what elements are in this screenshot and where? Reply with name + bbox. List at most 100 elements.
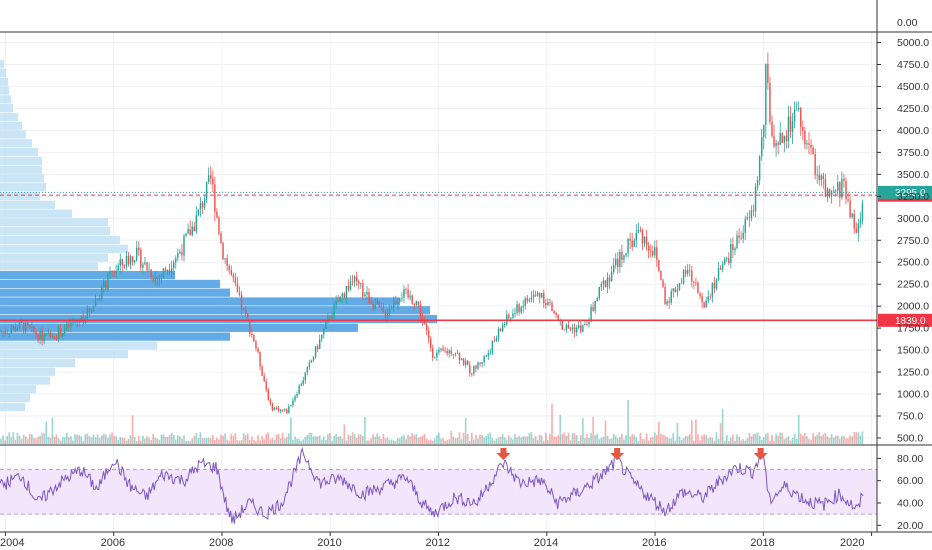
volume-profile-bar: [0, 262, 98, 271]
candle-body: [154, 277, 156, 281]
volume-bar: [304, 436, 307, 444]
candle-body: [323, 328, 325, 335]
volume-bar: [773, 440, 775, 444]
time-tick-label: 2012: [426, 537, 450, 549]
volume-profile-bar: [0, 385, 36, 394]
volume-bar: [248, 439, 251, 444]
rsi-pane: [0, 446, 877, 524]
candle-body: [409, 295, 411, 298]
candle-body: [374, 304, 376, 309]
candle-body: [18, 321, 21, 329]
price-tick-label: 1500.0: [897, 345, 929, 357]
volume-bar: [86, 433, 89, 444]
volume-profile-bar: [0, 297, 400, 306]
volume-profile-bar: [0, 156, 42, 165]
volume-bar: [754, 433, 757, 444]
volume-profile-bar: [0, 288, 230, 297]
candle-body: [832, 190, 835, 192]
candle-body: [152, 277, 154, 281]
candle-body: [355, 276, 358, 282]
volume-bar: [719, 423, 722, 444]
volume-bar: [481, 434, 483, 444]
candle-body: [135, 247, 138, 261]
volume-bar: [799, 433, 802, 444]
candle-body: [413, 304, 415, 306]
volume-bar: [639, 432, 642, 444]
candle-body: [623, 255, 625, 260]
volume-bar: [616, 438, 619, 444]
candle-body: [779, 133, 781, 145]
candle-body: [588, 321, 590, 325]
candle-body: [621, 251, 623, 260]
volume-bar: [80, 436, 83, 444]
candle-body: [296, 393, 298, 397]
candle-body: [551, 302, 553, 311]
candle-body: [92, 305, 95, 312]
price-tick-label: 2750.0: [897, 235, 929, 247]
volume-bar: [806, 436, 808, 444]
candle-body: [181, 251, 183, 256]
time-tick-label: 2016: [642, 537, 666, 549]
volume-bar: [614, 435, 617, 444]
volume-profile-bar: [0, 314, 437, 324]
volume-bar: [331, 440, 333, 444]
candle-body: [522, 305, 524, 308]
volume-bar: [575, 435, 578, 444]
volume-bar: [283, 438, 286, 444]
candle-body: [339, 296, 341, 302]
volume-bar: [181, 438, 183, 444]
candle-body: [711, 283, 714, 297]
volume-bar: [261, 435, 263, 444]
candle-body: [828, 188, 831, 197]
volume-bar: [470, 432, 473, 444]
volume-bar: [285, 436, 288, 444]
volume-bar: [594, 434, 597, 444]
candle-body: [376, 301, 378, 305]
volume-bar: [680, 439, 683, 444]
volume-bar: [781, 432, 784, 444]
candle-body: [364, 294, 366, 297]
candle-body: [633, 240, 635, 247]
volume-bar: [717, 439, 720, 444]
price-tick-label: 4250.0: [897, 103, 929, 115]
candle-body: [475, 365, 477, 369]
candle-body: [639, 229, 642, 231]
candle-body: [658, 259, 660, 272]
volume-bar: [602, 436, 605, 444]
candle-body: [96, 298, 99, 300]
candle-body: [43, 335, 45, 341]
candle-body: [210, 175, 212, 179]
candle-body: [74, 321, 76, 323]
volume-bar: [127, 438, 130, 444]
volume-bar: [273, 439, 276, 444]
candle-body: [719, 268, 722, 270]
volume-bar: [394, 440, 397, 444]
volume-bar: [316, 436, 319, 444]
candle-body: [575, 327, 578, 333]
candle-body: [392, 301, 395, 309]
volume-bar: [627, 400, 629, 444]
candle-body: [839, 182, 841, 198]
candle-body: [341, 293, 344, 297]
candle-body: [855, 228, 857, 233]
volume-bar: [72, 440, 74, 444]
candle-body: [703, 302, 705, 308]
candle-body: [625, 253, 627, 256]
candle-body: [783, 135, 786, 143]
candle-body: [397, 301, 399, 304]
candle-body: [168, 269, 171, 272]
candle-body: [769, 83, 771, 122]
price-tick-label: 1250.0: [897, 367, 929, 379]
candle-body: [664, 286, 666, 305]
volume-bar: [577, 440, 580, 444]
volume-bar: [760, 439, 763, 444]
volume-profile-bar: [0, 271, 175, 280]
volume-bar: [727, 440, 730, 444]
volume-bar: [686, 435, 689, 444]
candle-body: [360, 283, 362, 285]
candle-body: [656, 247, 658, 260]
volume-bar: [362, 436, 364, 444]
candle-body: [314, 346, 317, 357]
